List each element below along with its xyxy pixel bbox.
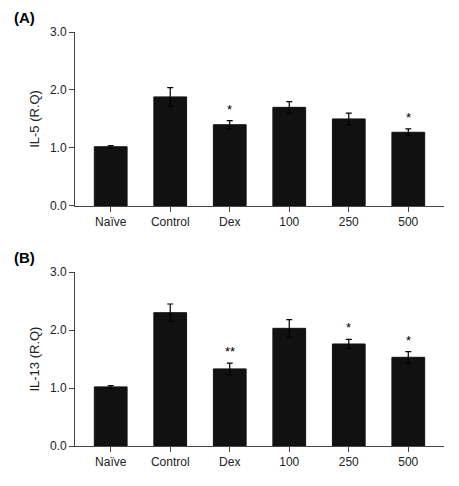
- svg-text:*: *: [346, 320, 351, 335]
- svg-text:**: **: [225, 344, 235, 359]
- svg-text:(B): (B): [14, 249, 35, 266]
- svg-text:Dex: Dex: [219, 215, 240, 229]
- svg-text:100: 100: [279, 455, 299, 469]
- svg-text:250: 250: [339, 455, 359, 469]
- svg-text:1.0: 1.0: [50, 141, 67, 155]
- svg-text:2.0: 2.0: [50, 323, 67, 337]
- svg-text:1.0: 1.0: [50, 381, 67, 395]
- svg-text:*: *: [227, 102, 232, 117]
- svg-text:Naïve: Naïve: [95, 215, 127, 229]
- svg-text:0.0: 0.0: [50, 199, 67, 213]
- svg-text:3.0: 3.0: [50, 25, 67, 39]
- svg-text:250: 250: [339, 215, 359, 229]
- svg-text:IL-13 (R.Q): IL-13 (R.Q): [27, 327, 42, 392]
- svg-text:*: *: [406, 333, 411, 348]
- svg-text:3.0: 3.0: [50, 265, 67, 279]
- svg-text:IL-5 (R.Q): IL-5 (R.Q): [27, 90, 42, 148]
- svg-text:500: 500: [398, 455, 418, 469]
- svg-text:Control: Control: [151, 455, 190, 469]
- svg-text:100: 100: [279, 215, 299, 229]
- svg-text:500: 500: [398, 215, 418, 229]
- svg-text:2.0: 2.0: [50, 83, 67, 97]
- svg-text:Naïve: Naïve: [95, 455, 127, 469]
- svg-text:0.0: 0.0: [50, 439, 67, 453]
- svg-text:Control: Control: [151, 215, 190, 229]
- svg-text:Dex: Dex: [219, 455, 240, 469]
- svg-text:*: *: [406, 110, 411, 125]
- svg-text:(A): (A): [14, 9, 35, 26]
